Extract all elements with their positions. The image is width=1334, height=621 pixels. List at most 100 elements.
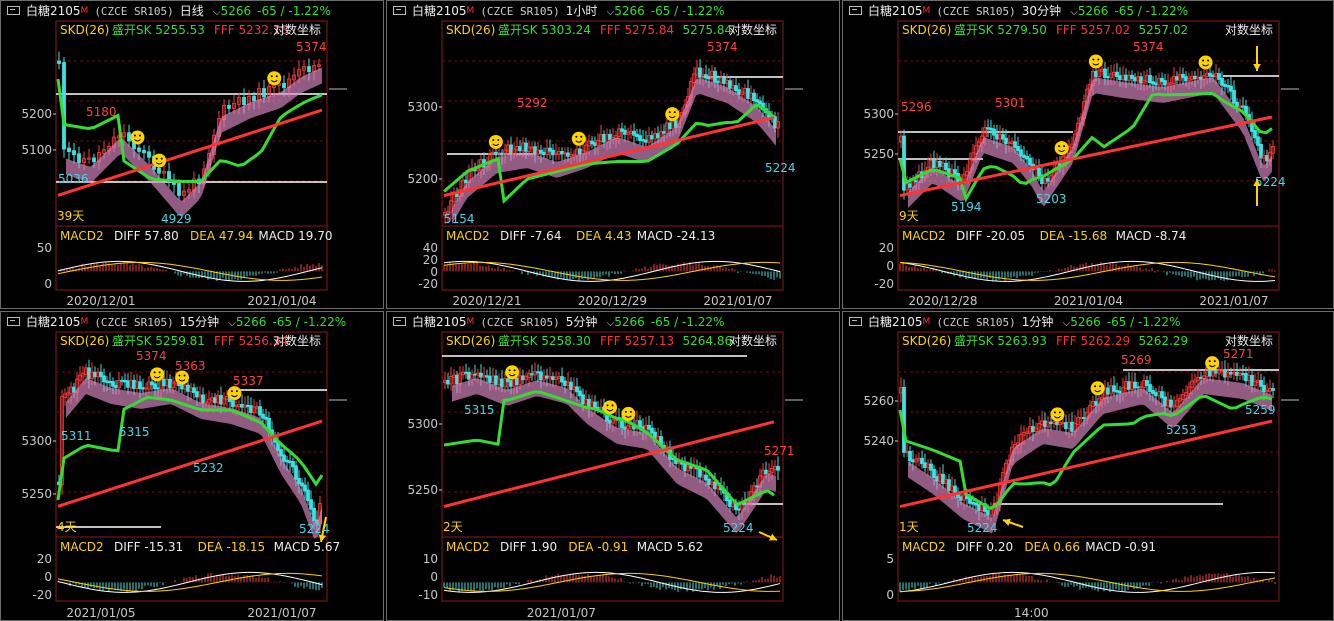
macd-name: MACD2	[902, 229, 946, 243]
candlestick	[303, 477, 307, 500]
smiley-signal-icon	[1198, 55, 1213, 70]
period-selector[interactable]: 15分钟	[179, 315, 220, 329]
candlestick	[632, 123, 636, 145]
candlestick	[1076, 409, 1080, 430]
price-change: -65 / -1.22%	[650, 315, 725, 329]
candlestick	[192, 383, 196, 399]
chart-panel-30min[interactable]: 白糖2105M (CZCE SR105) 30分钟 ⌵5266 -65 / -1.22…	[842, 0, 1334, 309]
fff-line	[443, 116, 775, 197]
candlestick	[1226, 79, 1230, 94]
macd-dea: DEA -15.68	[1040, 229, 1108, 243]
sk-value: 盛开SK 5303.24	[498, 22, 591, 37]
window-icon[interactable]	[7, 6, 20, 15]
candlestick	[482, 366, 486, 383]
candlestick	[542, 147, 546, 159]
candlestick	[1127, 372, 1131, 394]
chevron-down-icon[interactable]: ⌵	[225, 318, 236, 329]
candlestick	[258, 399, 262, 420]
plot-frame	[897, 331, 1280, 602]
skd-ribbon	[452, 78, 776, 225]
panel-titlebar[interactable]: 白糖2105M (CZCE SR105) 5分钟 ⌵5266 -65 / -1.22%	[387, 312, 839, 332]
period-selector[interactable]: 1小时	[565, 4, 598, 18]
candlestick	[167, 162, 171, 188]
candlestick	[81, 366, 85, 385]
smiley-signal-icon	[1205, 356, 1220, 371]
chart-canvas[interactable]: SKD(26) 盛开SK 5263.93 FFF 5262.29 5262.29 对数坐…	[843, 312, 1334, 621]
panel-titlebar[interactable]: 白糖2105M (CZCE SR105) 日线 ⌵5266 -65 / -1.22%	[1, 1, 383, 21]
window-icon[interactable]	[849, 317, 862, 326]
window-icon[interactable]	[849, 6, 862, 15]
macd-dea: DEA 0.66	[1024, 540, 1080, 554]
price-change: -65 / -1.22%	[257, 4, 331, 18]
chart-panel-5min[interactable]: 白糖2105M (CZCE SR105) 5分钟 ⌵5266 -65 / -1.22%…	[386, 311, 840, 621]
candlestick	[1217, 365, 1221, 383]
y-tick-label: 5250	[407, 483, 438, 497]
last-price: 5266	[614, 4, 645, 18]
chevron-down-icon[interactable]: ⌵	[1067, 7, 1078, 18]
log-scale-toggle: 对数坐标	[273, 333, 321, 348]
candlestick	[899, 377, 903, 403]
candlestick	[67, 142, 71, 161]
chart-panel-1hour[interactable]: 白糖2105M (CZCE SR105) 1小时 ⌵5266 -65 / -1.22%…	[386, 0, 840, 309]
candlestick	[264, 408, 268, 426]
candlestick	[1043, 168, 1047, 189]
candlestick	[944, 475, 948, 491]
chart-canvas[interactable]: SKD(26) 盛开SK 5279.50 FFF 5257.02 5257.02 对数坐…	[843, 1, 1334, 309]
chevron-down-icon[interactable]: ⌵	[603, 7, 615, 18]
diff-line	[57, 571, 323, 593]
chart-panel-daily[interactable]: 白糖2105M (CZCE SR105) 日线 ⌵5266 -65 / -1.22% S…	[0, 0, 384, 309]
panel-titlebar[interactable]: 白糖2105M (CZCE SR105) 1分钟 ⌵5266 -65 / -1.22%	[843, 312, 1333, 332]
y-tick-label: 5300	[21, 434, 52, 448]
chevron-down-icon[interactable]: ⌵	[603, 318, 615, 329]
candlestick	[1016, 136, 1020, 155]
window-icon[interactable]	[7, 317, 20, 326]
macd-value: MACD -8.74	[1116, 229, 1187, 243]
chart-panel-1min[interactable]: 白糖2105M (CZCE SR105) 1分钟 ⌵5266 -65 / -1.22%…	[842, 311, 1334, 621]
chevron-down-icon[interactable]: ⌵	[209, 7, 221, 18]
candlestick	[920, 450, 924, 469]
period-selector[interactable]: 5分钟	[565, 315, 598, 329]
indicator-name: SKD(26)	[902, 23, 951, 37]
candlestick	[545, 138, 549, 160]
panel-titlebar[interactable]: 白糖2105M (CZCE SR105) 15分钟 ⌵5266 -65 / -1.22…	[1, 312, 383, 332]
period-selector[interactable]: 日线	[179, 4, 204, 18]
window-icon[interactable]	[393, 6, 406, 15]
candlestick	[443, 371, 447, 390]
contract-marker: M	[922, 6, 931, 16]
panel-titlebar[interactable]: 白糖2105M (CZCE SR105) 1小时 ⌵5266 -65 / -1.22%	[387, 1, 839, 21]
high-price-label: 5374	[136, 349, 167, 363]
candlestick	[147, 145, 151, 165]
macd-y-tick-label: -10	[418, 588, 438, 602]
fff-line	[899, 419, 1273, 509]
macd-y-tick-label: 0	[886, 259, 894, 273]
candlestick	[650, 420, 654, 438]
period-selector[interactable]: 1分钟	[1021, 315, 1054, 329]
period-selector[interactable]: 30分钟	[1021, 4, 1062, 18]
macd-name: MACD2	[446, 540, 490, 554]
low-price-label: 5224	[765, 161, 796, 175]
smiley-signal-icon	[1054, 141, 1069, 156]
days-label: 4天	[57, 520, 77, 534]
chart-canvas[interactable]: SKD(26) 盛开SK 5303.24 FFF 5275.84 5275.84对数坐…	[387, 1, 840, 309]
smiley-signal-icon	[150, 367, 165, 382]
chart-canvas[interactable]: SKD(26) 盛开SK 5258.30 FFF 5257.13 5264.86对数坐…	[387, 312, 840, 621]
chevron-down-icon[interactable]: ⌵	[1059, 318, 1071, 329]
candlestick	[560, 367, 564, 388]
contract-code: (CZCE SR105)	[94, 316, 174, 329]
indicator-name: SKD(26)	[60, 334, 109, 348]
window-icon[interactable]	[393, 317, 406, 326]
panel-titlebar[interactable]: 白糖2105M (CZCE SR105) 30分钟 ⌵5266 -65 / -1.22…	[843, 1, 1333, 21]
smiley-signal-icon	[1090, 381, 1105, 396]
extra-value: 5257.02	[1139, 23, 1189, 37]
macd-diff: DIFF 1.90	[500, 540, 557, 554]
candlestick	[1148, 67, 1152, 89]
price-change: -65 / -1.22%	[1106, 315, 1181, 329]
candlestick	[560, 147, 564, 161]
candlestick	[1271, 140, 1275, 159]
macd-diff: DIFF -7.64	[500, 229, 561, 243]
high-price-label: 5269	[1121, 353, 1152, 367]
chart-panel-15min[interactable]: 白糖2105M (CZCE SR105) 15分钟 ⌵5266 -65 / -1.22…	[0, 311, 384, 621]
candlestick	[1181, 388, 1185, 404]
